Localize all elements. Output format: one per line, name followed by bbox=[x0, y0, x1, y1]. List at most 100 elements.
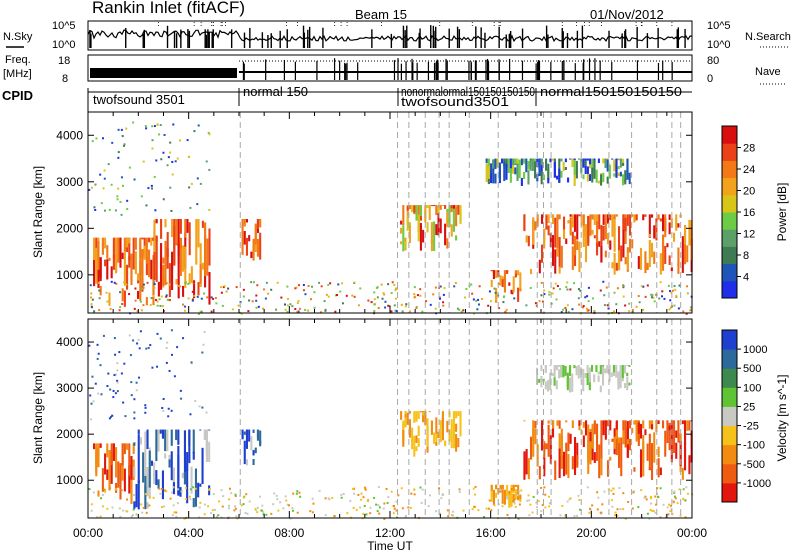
time-tick-label: 00:00 bbox=[73, 526, 103, 540]
power-streak bbox=[441, 205, 444, 207]
power-streak bbox=[408, 222, 411, 226]
velocity-speck bbox=[614, 514, 617, 517]
velocity-streak bbox=[668, 422, 671, 451]
velocity-ytick-label: 2000 bbox=[56, 427, 83, 441]
power-speck bbox=[101, 137, 104, 140]
velocity-speck bbox=[138, 376, 141, 379]
power-speck bbox=[154, 209, 157, 212]
power-speck bbox=[240, 312, 243, 315]
power-speck bbox=[586, 295, 589, 298]
power-streak bbox=[628, 238, 632, 253]
power-speck bbox=[128, 166, 131, 169]
velocity-speck bbox=[222, 495, 225, 498]
velocity-speck bbox=[289, 517, 292, 520]
velocity-speck bbox=[610, 489, 613, 492]
velocity-speck bbox=[130, 394, 133, 397]
power-speck bbox=[472, 312, 475, 315]
velocity-streak bbox=[582, 421, 585, 428]
power-streak bbox=[688, 219, 691, 246]
velocity-streak bbox=[599, 385, 602, 393]
velocity-streak bbox=[168, 454, 171, 463]
velocity-speck bbox=[462, 509, 465, 512]
power-speck bbox=[107, 163, 110, 166]
velocity-speck bbox=[506, 497, 509, 500]
power-streak bbox=[606, 233, 610, 245]
velocity-streak bbox=[506, 484, 509, 498]
velocity-speck bbox=[112, 389, 115, 392]
freq-band-twofsound bbox=[90, 68, 237, 78]
velocity-streak bbox=[137, 429, 140, 435]
velocity-speck bbox=[182, 337, 185, 340]
velocity-speck bbox=[262, 511, 265, 514]
velocity-streak bbox=[590, 365, 594, 372]
velocity-streak bbox=[101, 468, 104, 492]
velocity-speck bbox=[230, 492, 233, 495]
velocity-speck bbox=[576, 514, 579, 517]
power-speck bbox=[116, 195, 119, 198]
velocity-streak bbox=[688, 420, 691, 431]
velocity-speck bbox=[573, 515, 576, 518]
velocity-speck bbox=[311, 511, 314, 514]
velocity-streak bbox=[455, 423, 458, 432]
power-speck bbox=[661, 295, 664, 298]
power-streak bbox=[664, 214, 667, 238]
power-streak bbox=[549, 158, 552, 162]
velocity-speck bbox=[569, 497, 572, 500]
power-speck bbox=[404, 305, 407, 308]
power-streak bbox=[624, 257, 627, 265]
freq-panel: Freq. [MHz] 18 8 80 0 Nave bbox=[3, 54, 786, 85]
velocity-streak bbox=[413, 411, 416, 423]
power-speck bbox=[552, 287, 555, 290]
velocity-speck bbox=[189, 413, 192, 416]
velocity-colorbar-swatch bbox=[722, 330, 737, 350]
power-speck bbox=[123, 143, 126, 146]
velocity-speck bbox=[668, 503, 671, 506]
velocity-streak bbox=[435, 433, 438, 443]
power-streak bbox=[490, 163, 493, 174]
power-streak bbox=[558, 168, 561, 183]
velocity-speck bbox=[123, 362, 126, 365]
velocity-streak bbox=[168, 459, 171, 468]
velocity-speck bbox=[177, 488, 180, 491]
velocity-speck bbox=[92, 400, 95, 403]
power-streak bbox=[589, 174, 592, 181]
velocity-speck bbox=[362, 512, 365, 515]
velocity-streak bbox=[567, 453, 570, 479]
power-speck bbox=[334, 294, 337, 297]
power-speck bbox=[206, 296, 209, 299]
power-streak bbox=[243, 231, 246, 245]
velocity-streak bbox=[626, 439, 629, 445]
velocity-streak bbox=[159, 429, 162, 434]
power-speck bbox=[453, 285, 456, 288]
power-speck bbox=[434, 286, 437, 289]
velocity-speck bbox=[382, 507, 385, 510]
power-speck bbox=[395, 310, 398, 313]
power-streak bbox=[593, 160, 596, 179]
velocity-speck bbox=[165, 490, 168, 493]
velocity-speck bbox=[107, 372, 110, 375]
power-speck bbox=[182, 303, 185, 306]
velocity-speck bbox=[497, 503, 500, 506]
velocity-speck bbox=[277, 509, 280, 512]
velocity-speck bbox=[126, 510, 129, 513]
power-streak bbox=[501, 276, 504, 280]
velocity-streak bbox=[622, 420, 625, 431]
time-tick-label: 04:00 bbox=[174, 526, 204, 540]
power-speck bbox=[153, 175, 156, 178]
power-streak bbox=[622, 219, 625, 258]
power-speck bbox=[133, 178, 136, 181]
power-streak bbox=[573, 214, 577, 232]
velocity-speck bbox=[366, 499, 369, 502]
velocity-speck bbox=[353, 487, 356, 490]
velocity-speck bbox=[363, 486, 366, 489]
velocity-speck bbox=[603, 490, 606, 493]
power-streak bbox=[175, 219, 178, 246]
power-speck bbox=[152, 294, 155, 297]
velocity-speck bbox=[513, 502, 516, 505]
power-streak bbox=[582, 226, 585, 248]
power-speck bbox=[162, 198, 165, 201]
power-streak bbox=[613, 163, 616, 172]
velocity-streak bbox=[582, 435, 585, 448]
